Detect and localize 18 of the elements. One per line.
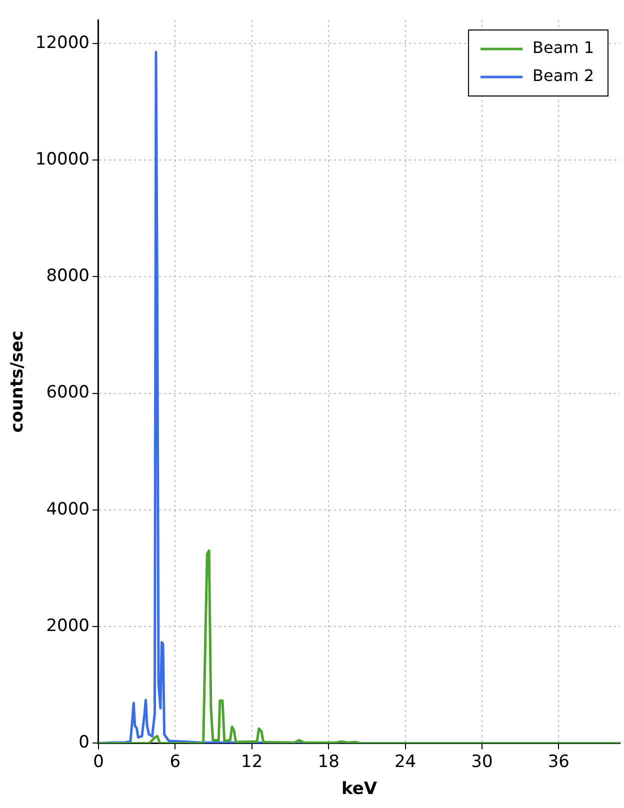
- x-tick-label: 24: [394, 752, 416, 772]
- legend-label: Beam 1: [532, 38, 594, 58]
- y-tick-label: 8000: [46, 266, 90, 286]
- y-tick-label: 0: [78, 732, 90, 753]
- x-axis-title: keV: [341, 779, 378, 800]
- y-tick-label: 10000: [35, 149, 90, 170]
- x-tick-label: 18: [318, 752, 340, 772]
- y-tick-label: 6000: [46, 382, 90, 403]
- x-tick-label: 30: [471, 752, 493, 772]
- y-tick-label: 12000: [35, 32, 90, 53]
- legend-label: Beam 2: [532, 66, 594, 86]
- y-tick-label: 4000: [46, 499, 90, 520]
- y-tick-label: 2000: [46, 616, 90, 636]
- y-axis-title: counts/sec: [8, 330, 28, 433]
- x-tick-label: 0: [93, 752, 104, 772]
- x-tick-label: 6: [170, 752, 181, 772]
- x-tick-label: 12: [241, 752, 263, 772]
- x-tick-label: 36: [548, 752, 570, 772]
